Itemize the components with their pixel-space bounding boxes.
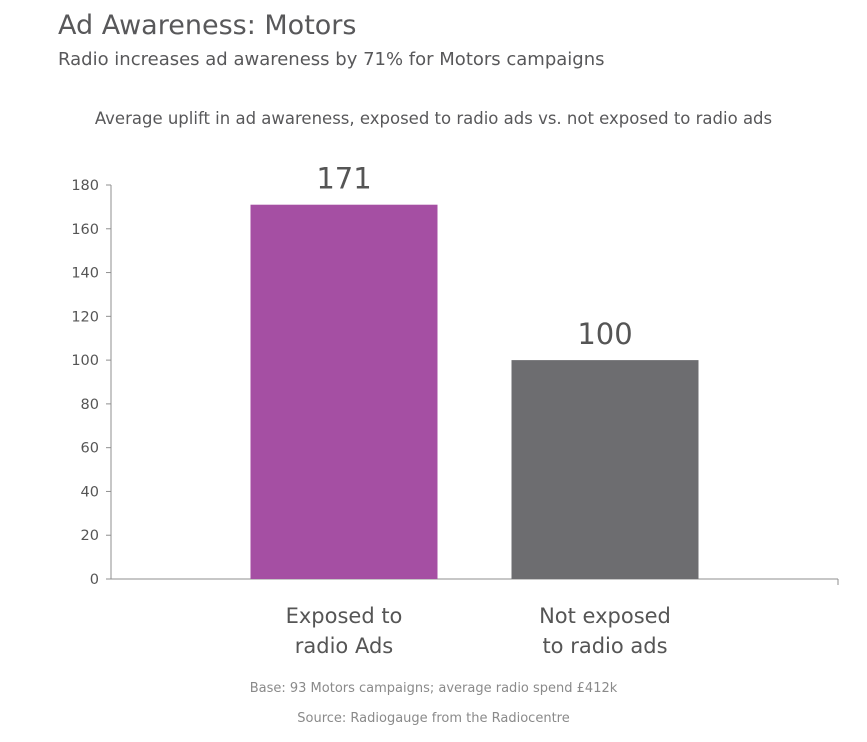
y-tick-label: 20 bbox=[81, 528, 99, 544]
data-label-1: 171 bbox=[316, 162, 371, 196]
y-tick-label: 120 bbox=[71, 309, 99, 325]
bar-1 bbox=[250, 204, 438, 579]
category-label-2: Not exposed bbox=[539, 604, 671, 628]
y-tick-label: 160 bbox=[71, 222, 99, 238]
source-note: Source: Radiogauge from the Radiocentre bbox=[297, 711, 570, 726]
data-label-2: 100 bbox=[577, 317, 632, 351]
y-tick-label: 60 bbox=[81, 441, 99, 457]
y-tick-label: 80 bbox=[81, 397, 99, 413]
category-label-1: Exposed to bbox=[286, 604, 403, 628]
y-tick-label: 140 bbox=[71, 266, 99, 282]
page-subtitle: Radio increases ad awareness by 71% for … bbox=[58, 49, 605, 70]
category-label-1: radio Ads bbox=[295, 634, 393, 658]
page-title: Ad Awareness: Motors bbox=[58, 10, 357, 41]
bar-2 bbox=[511, 360, 699, 579]
y-tick-label: 180 bbox=[71, 178, 99, 194]
category-label-2: to radio ads bbox=[542, 634, 667, 658]
y-tick-label: 0 bbox=[90, 572, 99, 588]
base-note: Base: 93 Motors campaigns; average radio… bbox=[249, 681, 618, 696]
y-tick-label: 40 bbox=[81, 484, 99, 500]
chart-title: Average uplift in ad awareness, exposed … bbox=[94, 109, 773, 128]
y-tick-label: 100 bbox=[71, 353, 99, 369]
